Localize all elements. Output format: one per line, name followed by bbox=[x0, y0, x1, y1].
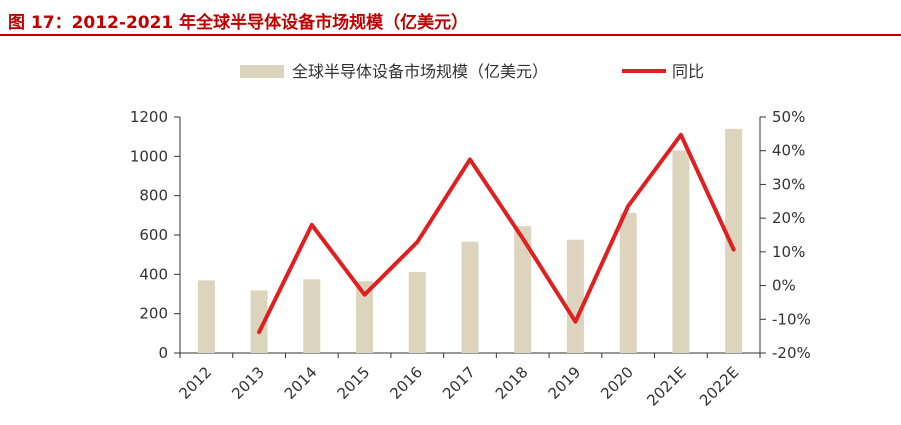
legend-line-label: 同比 bbox=[672, 62, 704, 81]
line-layer bbox=[257, 132, 736, 335]
y-left-tick-label: 1200 bbox=[130, 108, 168, 126]
x-tick-label-2013: 2013 bbox=[228, 363, 268, 403]
y-right-tick-label: 30% bbox=[772, 175, 805, 193]
yoy-point-2018 bbox=[521, 236, 525, 240]
x-tick-label-2016: 2016 bbox=[386, 363, 426, 403]
x-tick-label-2014: 2014 bbox=[281, 363, 321, 403]
y-left-tick-label: 1000 bbox=[130, 147, 168, 165]
x-tick-label-2021E: 2021E bbox=[643, 363, 689, 409]
legend: 全球半导体设备市场规模（亿美元） 同比 bbox=[240, 62, 704, 81]
figure-title: 图 17：2012-2021 年全球半导体设备市场规模（亿美元） bbox=[8, 13, 469, 33]
axes: 0 200 400 600 800 1000 1200 -20% -10% 0% 10% 20% 30%… bbox=[130, 108, 811, 362]
bars bbox=[197, 128, 743, 353]
bar-2017 bbox=[461, 241, 479, 353]
yoy-point-2021E bbox=[679, 133, 683, 137]
bar-2016 bbox=[408, 271, 426, 353]
y-left-tick-label: 600 bbox=[139, 226, 168, 244]
legend-bar-label: 全球半导体设备市场规模（亿美元） bbox=[292, 62, 548, 81]
yoy-point-2019 bbox=[573, 320, 577, 324]
x-tick-label-2020: 2020 bbox=[597, 363, 637, 403]
y-left-tick-label: 0 bbox=[158, 344, 168, 362]
bar-2012 bbox=[197, 280, 215, 353]
yoy-point-2016 bbox=[415, 240, 419, 244]
y-right-tick-label: -20% bbox=[772, 344, 811, 362]
y-left-tick-label: 400 bbox=[139, 265, 168, 283]
bar-2019 bbox=[566, 239, 584, 353]
yoy-point-2022E bbox=[732, 247, 736, 251]
x-tick-label-2019: 2019 bbox=[545, 363, 585, 403]
bar-2022E bbox=[725, 128, 743, 353]
bar-2013 bbox=[250, 290, 268, 353]
legend-bar-swatch bbox=[240, 65, 284, 78]
yoy-point-2020 bbox=[626, 204, 630, 208]
x-tick-label-2015: 2015 bbox=[334, 363, 374, 403]
bar-2021E bbox=[672, 150, 690, 353]
y-right-tick-label: -10% bbox=[772, 310, 811, 328]
chart: 全球半导体设备市场规模（亿美元） 同比 0 200 400 600 800 1000 120… bbox=[130, 62, 811, 410]
bar-2014 bbox=[303, 279, 321, 353]
y-right-tick-label: 10% bbox=[772, 243, 805, 261]
bar-2015 bbox=[356, 281, 374, 353]
x-tick-label-2012: 2012 bbox=[175, 363, 215, 403]
bar-2018 bbox=[514, 226, 532, 353]
yoy-line bbox=[257, 132, 736, 335]
yoy-point-2014 bbox=[310, 223, 314, 227]
figure-header: 图 17：2012-2021 年全球半导体设备市场规模（亿美元） bbox=[0, 0, 901, 40]
y-left-tick-label: 800 bbox=[139, 187, 168, 205]
yoy-point-2015 bbox=[363, 293, 367, 297]
y-right-tick-label: 50% bbox=[772, 108, 805, 126]
x-tick-label-2017: 2017 bbox=[439, 363, 479, 403]
title-underline bbox=[0, 34, 901, 36]
y-right-tick-label: 40% bbox=[772, 142, 805, 160]
y-right-tick-label: 20% bbox=[772, 209, 805, 227]
bar-2020 bbox=[619, 212, 637, 353]
y-left-tick-label: 200 bbox=[139, 305, 168, 323]
y-right-tick-label: 0% bbox=[772, 277, 796, 295]
yoy-point-2013 bbox=[257, 330, 261, 334]
x-tick-labels: 2012 2013 2014 2015 2016 2017 2018 2019 2020 2021… bbox=[175, 363, 742, 409]
x-tick-label-2018: 2018 bbox=[492, 363, 532, 403]
yoy-point-2017 bbox=[468, 157, 472, 161]
x-tick-label-2022E: 2022E bbox=[696, 363, 742, 409]
